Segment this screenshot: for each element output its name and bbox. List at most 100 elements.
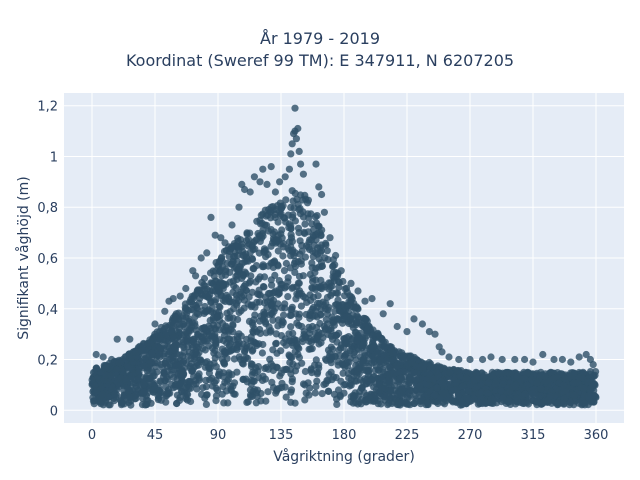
scatter-point <box>119 355 127 364</box>
scatter-point <box>122 376 130 384</box>
scatter-point <box>153 328 161 336</box>
scatter-point <box>315 183 323 191</box>
scatter-point <box>261 375 270 383</box>
scatter-point <box>345 358 353 366</box>
scatter-point <box>301 367 309 376</box>
scatter-point <box>264 262 272 270</box>
scatter-point <box>346 380 354 388</box>
scatter-point <box>386 300 394 308</box>
scatter-point <box>161 307 169 315</box>
scatter-point <box>317 258 326 267</box>
scatter-point <box>301 396 309 404</box>
scatter-point <box>406 379 414 387</box>
scatter-point <box>288 303 296 311</box>
scatter-point <box>182 284 190 293</box>
scatter-point <box>211 277 219 285</box>
scatter-point <box>398 398 406 406</box>
scatter-point <box>296 237 304 245</box>
scatter-point <box>197 254 205 262</box>
scatter-point <box>341 363 349 371</box>
scatter-point <box>212 363 220 371</box>
scatter-point <box>212 384 220 392</box>
scatter-point <box>273 237 281 245</box>
scatter-point <box>374 329 382 337</box>
scatter-point <box>126 335 134 343</box>
scatter-point <box>524 400 533 408</box>
scatter-point <box>550 355 558 364</box>
scatter-point <box>201 324 209 332</box>
scatter-point <box>236 290 244 298</box>
scatter-point <box>272 340 280 348</box>
scatter-point <box>185 384 193 392</box>
scatter-point <box>279 243 288 251</box>
scatter-point <box>291 268 299 276</box>
scatter-point <box>245 293 253 301</box>
scatter-point <box>487 395 496 403</box>
scatter-point <box>287 203 295 211</box>
scatter-point <box>529 358 537 366</box>
scatter-point <box>298 247 306 255</box>
scatter-point <box>438 389 446 397</box>
scatter-point <box>554 399 562 407</box>
scatter-point <box>584 378 592 386</box>
scatter-point <box>254 275 263 283</box>
scatter-point <box>167 371 175 379</box>
scatter-point <box>340 353 348 361</box>
scatter-point <box>233 271 242 279</box>
scatter-point <box>354 345 362 353</box>
scatter-point <box>491 380 500 388</box>
scatter-point <box>271 287 279 295</box>
scatter-point <box>147 399 155 407</box>
scatter-point <box>179 320 187 328</box>
scatter-point <box>378 384 386 392</box>
scatter-point <box>364 322 372 330</box>
scatter-point <box>269 203 277 211</box>
scatter-point <box>329 273 337 281</box>
scatter-point <box>488 372 496 380</box>
scatter-point <box>403 394 411 402</box>
scatter-point <box>335 283 343 291</box>
scatter-point <box>229 320 237 328</box>
scatter-point <box>246 277 254 285</box>
scatter-point <box>229 314 237 322</box>
scatter-point <box>289 360 297 368</box>
scatter-point <box>589 361 597 369</box>
scatter-point <box>124 363 132 371</box>
scatter-point <box>287 150 295 158</box>
scatter-point <box>307 210 315 218</box>
scatter-point <box>499 380 507 388</box>
scatter-point <box>438 380 447 388</box>
x-tick-label: 0 <box>88 428 96 443</box>
scatter-point <box>291 104 299 112</box>
scatter-point <box>120 393 128 402</box>
scatter-point <box>316 310 325 318</box>
x-axis-ticks: 0 45 90 135 180 225 270 315 360 <box>88 428 609 443</box>
scatter-point <box>229 277 237 285</box>
scatter-point <box>326 234 334 242</box>
scatter-point <box>249 327 257 335</box>
scatter-point <box>497 387 505 395</box>
scatter-point <box>289 213 297 221</box>
scatter-point <box>322 241 330 249</box>
scatter-point <box>93 387 101 395</box>
x-tick-label: 45 <box>147 428 164 443</box>
scatter-point <box>219 279 227 287</box>
scatter-point <box>438 348 446 356</box>
scatter-point <box>237 307 245 315</box>
scatter-point <box>313 377 321 385</box>
scatter-point <box>199 384 207 392</box>
scatter-point <box>579 368 587 376</box>
scatter-point <box>251 303 259 311</box>
scatter-point <box>165 347 174 356</box>
scatter-point <box>513 394 521 402</box>
scatter-point <box>385 375 394 383</box>
scatter-point <box>194 333 202 341</box>
scatter-point <box>255 374 263 382</box>
scatter-point <box>348 334 356 343</box>
scatter-point <box>339 369 347 377</box>
scatter-point <box>287 243 295 251</box>
scatter-point <box>266 355 274 363</box>
scatter-point <box>297 260 305 268</box>
scatter-point <box>341 285 349 293</box>
scatter-point <box>377 400 385 408</box>
